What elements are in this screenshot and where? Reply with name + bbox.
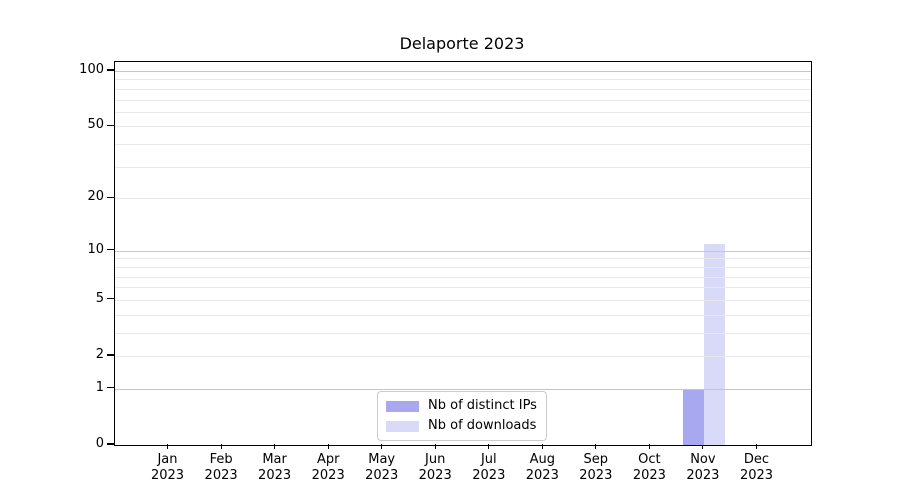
x-tick-label: Apr 2023 bbox=[311, 452, 345, 483]
x-tick-label: Nov 2023 bbox=[686, 452, 720, 483]
legend-swatch-distinct-ips-icon bbox=[386, 400, 419, 412]
x-tick bbox=[274, 444, 276, 449]
y-tick bbox=[107, 249, 114, 251]
legend-label-downloads: Nb of downloads bbox=[428, 418, 537, 433]
y-gridline-major bbox=[115, 250, 811, 252]
x-tick bbox=[488, 444, 490, 449]
y-gridline-minor bbox=[115, 111, 811, 113]
y-tick bbox=[107, 387, 114, 389]
x-tick-label: Oct 2023 bbox=[632, 452, 666, 483]
y-gridline-minor bbox=[115, 356, 811, 357]
plot-area bbox=[114, 61, 812, 446]
x-tick bbox=[755, 444, 758, 449]
y-gridline-minor bbox=[115, 276, 811, 278]
y-tick-label: 2 bbox=[95, 347, 104, 362]
y-tick bbox=[107, 124, 114, 126]
x-tick bbox=[595, 444, 597, 449]
y-tick-label: 0 bbox=[95, 436, 104, 451]
x-tick-label: Dec 2023 bbox=[739, 452, 774, 483]
x-tick-label: Aug 2023 bbox=[525, 452, 559, 483]
y-gridline-minor bbox=[115, 166, 811, 168]
bar-nb-of-downloads bbox=[703, 243, 726, 445]
y-gridline-minor bbox=[115, 79, 811, 81]
y-tick-label: 10 bbox=[87, 241, 104, 257]
x-tick bbox=[381, 444, 383, 449]
x-tick bbox=[648, 444, 650, 449]
bar-nb-of-distinct-ips bbox=[682, 388, 704, 445]
y-tick-label: 20 bbox=[87, 189, 104, 205]
x-tick-label: May 2023 bbox=[365, 452, 399, 483]
legend-swatch-downloads-icon bbox=[386, 420, 419, 432]
x-tick-label: Jun 2023 bbox=[418, 452, 452, 483]
y-gridline-minor bbox=[115, 299, 811, 301]
y-gridline-minor bbox=[115, 144, 811, 146]
y-gridline-minor bbox=[115, 126, 811, 128]
x-tick-label: Jul 2023 bbox=[472, 452, 506, 483]
y-gridline-minor bbox=[115, 314, 811, 316]
x-tick-label: Feb 2023 bbox=[204, 452, 238, 483]
y-gridline-minor bbox=[115, 287, 811, 289]
x-tick bbox=[327, 444, 329, 449]
y-tick bbox=[107, 443, 114, 445]
legend-label-distinct-ips: Nb of distinct IPs bbox=[428, 398, 537, 413]
y-gridline-minor bbox=[115, 258, 811, 260]
x-tick-label: Mar 2023 bbox=[258, 452, 292, 483]
x-tick-label: Sep 2023 bbox=[579, 452, 613, 483]
y-tick-label: 50 bbox=[87, 117, 104, 133]
y-gridline-minor bbox=[115, 266, 811, 268]
y-gridline-minor bbox=[115, 198, 811, 200]
legend-item-downloads: Nb of downloads bbox=[386, 419, 537, 433]
legend: Nb of distinct IPs Nb of downloads bbox=[377, 391, 547, 441]
y-gridline-major bbox=[115, 388, 811, 390]
y-tick-label: 1 bbox=[95, 379, 104, 395]
x-tick bbox=[434, 444, 436, 449]
x-tick bbox=[541, 444, 543, 449]
y-tick bbox=[107, 298, 114, 300]
y-gridline-minor bbox=[115, 88, 811, 90]
y-gridline-major bbox=[115, 71, 811, 72]
x-tick-label: Jan 2023 bbox=[150, 452, 185, 483]
y-tick bbox=[107, 69, 114, 71]
chart-title: Delaporte 2023 bbox=[399, 34, 525, 53]
y-tick-label: 5 bbox=[95, 290, 104, 306]
x-tick bbox=[702, 444, 704, 449]
x-tick bbox=[220, 444, 222, 449]
y-tick bbox=[107, 196, 114, 198]
y-tick bbox=[107, 354, 114, 356]
y-gridline-minor bbox=[115, 99, 811, 101]
legend-item-distinct-ips: Nb of distinct IPs bbox=[386, 399, 537, 413]
x-tick bbox=[166, 444, 169, 449]
y-tick-label: 100 bbox=[79, 62, 104, 77]
y-gridline-minor bbox=[115, 332, 811, 334]
